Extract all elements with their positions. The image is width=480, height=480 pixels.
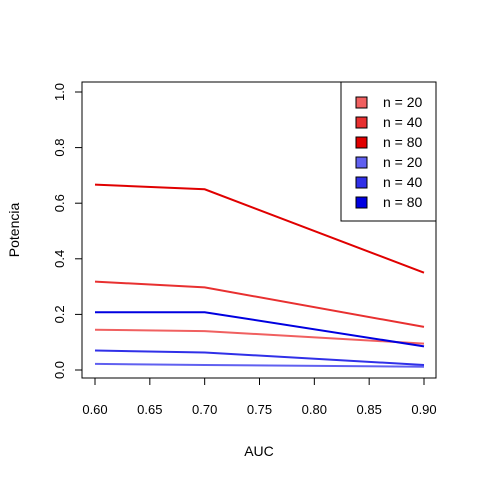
legend: n = 20 n = 40 n = 80 n = 20 n = 40 n = 80 <box>340 81 437 222</box>
legend-label: n = 40 <box>383 174 423 190</box>
x-tick-label: 0.65 <box>137 402 162 417</box>
y-tick-label: 0.0 <box>52 361 67 379</box>
series-line-3 <box>94 183 425 274</box>
legend-swatch <box>355 136 368 149</box>
x-tick-label: 0.75 <box>247 402 272 417</box>
y-axis: 0.0 0.2 0.4 0.6 0.8 1.0 <box>52 83 83 379</box>
y-tick-label: 0.8 <box>52 139 67 157</box>
legend-label: n = 40 <box>383 114 423 130</box>
y-axis-label: Potencia <box>6 203 22 258</box>
x-tick-label: 0.85 <box>357 402 382 417</box>
legend-swatch <box>355 176 368 189</box>
x-axis-label: AUC <box>244 443 274 459</box>
x-axis: 0.60 0.65 0.70 0.75 0.80 0.85 0.90 <box>82 377 437 417</box>
x-tick-label: 0.90 <box>411 402 436 417</box>
legend-label: n = 20 <box>383 154 423 170</box>
legend-swatch <box>355 96 368 109</box>
legend-label: n = 20 <box>383 94 423 110</box>
y-tick-label: 0.4 <box>52 250 67 268</box>
series-line-5 <box>94 349 425 366</box>
series-line-6 <box>95 311 425 348</box>
x-tick-label: 0.60 <box>82 402 107 417</box>
series-line-4 <box>94 362 425 368</box>
x-tick-label: 0.70 <box>192 402 217 417</box>
y-tick-label: 0.2 <box>52 305 67 323</box>
series-line-1 <box>94 328 425 345</box>
series-line-2 <box>94 280 425 328</box>
legend-swatch <box>355 196 368 209</box>
legend-label: n = 80 <box>383 134 423 150</box>
series-lines <box>94 183 425 368</box>
legend-swatch <box>355 116 368 129</box>
y-tick-label: 0.6 <box>52 194 67 212</box>
legend-label: n = 80 <box>383 194 423 210</box>
y-tick-label: 1.0 <box>52 83 67 101</box>
x-tick-label: 0.80 <box>302 402 327 417</box>
legend-swatch <box>355 156 368 169</box>
